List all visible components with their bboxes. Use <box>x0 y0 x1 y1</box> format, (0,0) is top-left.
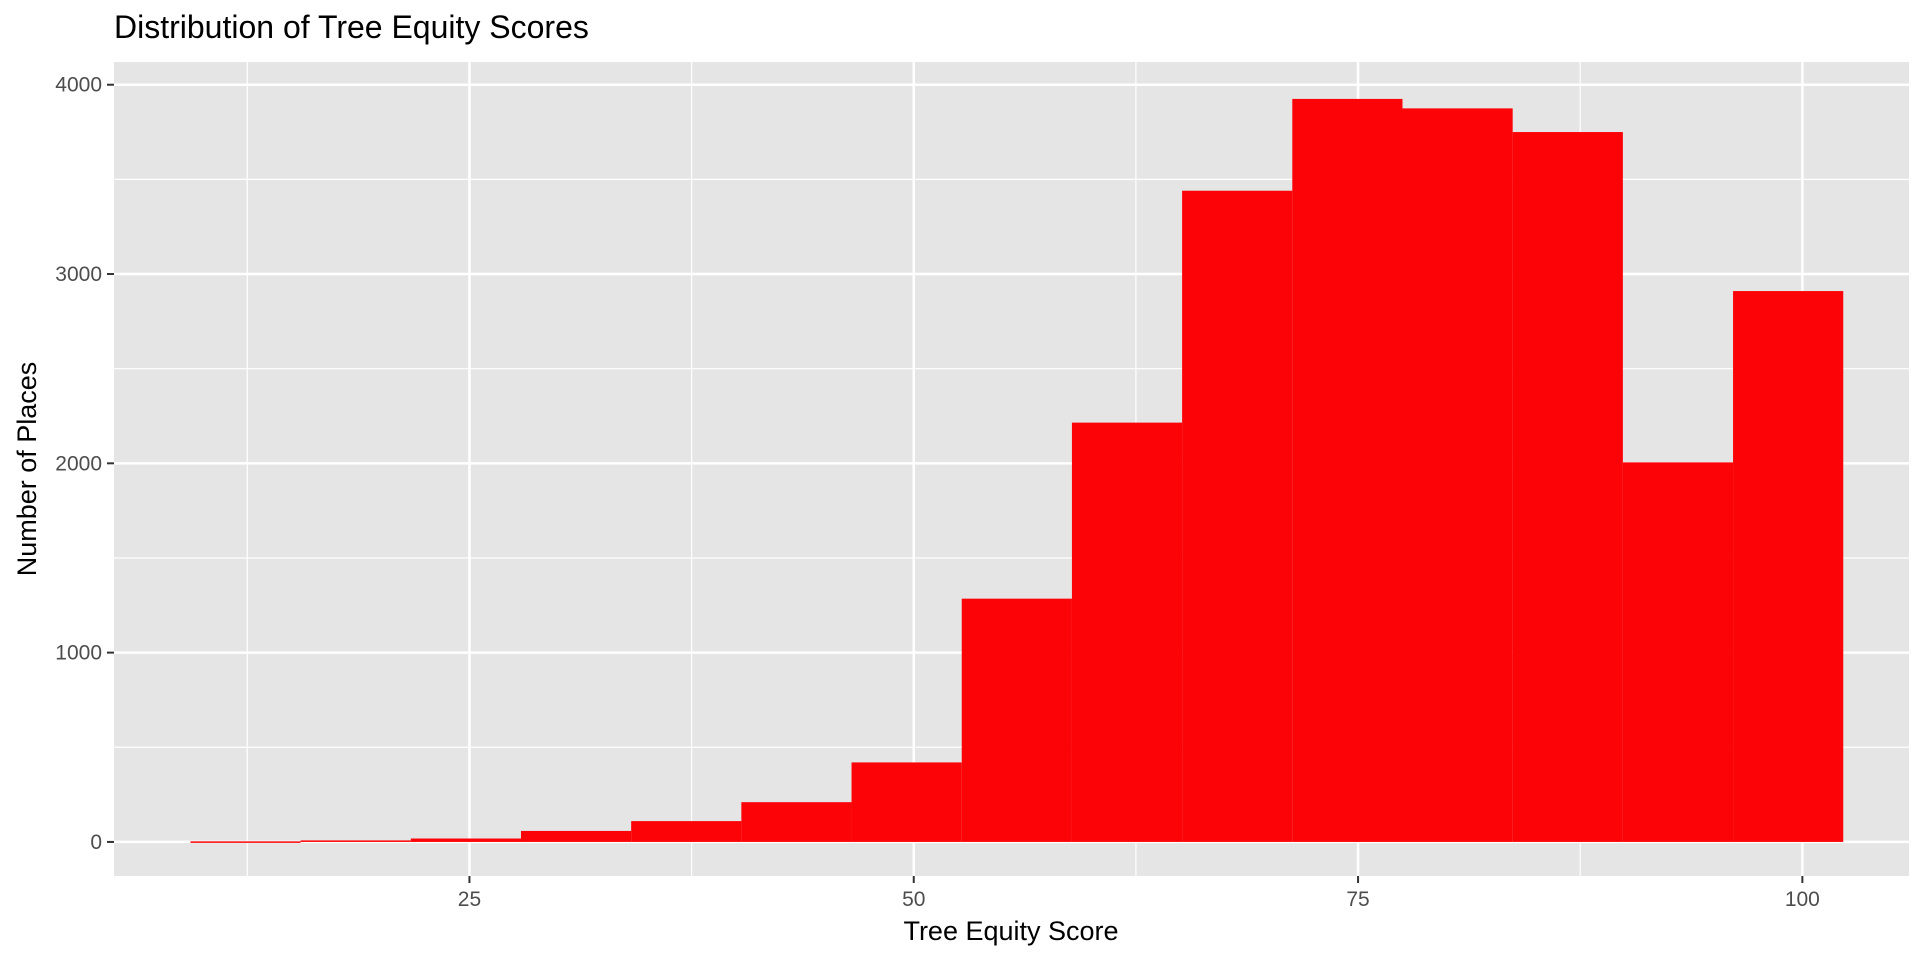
y-tick-label: 3000 <box>55 263 102 286</box>
y-tick-label: 1000 <box>55 642 102 665</box>
x-tick-label: 100 <box>1785 888 1820 911</box>
histogram-bar <box>1292 98 1403 842</box>
y-tick-label: 0 <box>90 831 102 854</box>
histogram-bar <box>190 841 301 843</box>
histogram-bar <box>1622 462 1734 842</box>
y-axis-ticks: 0 1000 2000 3000 4000 <box>55 74 114 854</box>
x-tick-label: 50 <box>902 888 925 911</box>
y-tick-label: 4000 <box>55 74 102 97</box>
histogram-bar <box>1402 108 1513 842</box>
chart-title: Distribution of Tree Equity Scores <box>114 9 589 45</box>
x-tick-label: 75 <box>1346 888 1369 911</box>
x-axis-ticks: 25 50 75 100 <box>458 876 1820 911</box>
x-axis-title: Tree Equity Score <box>903 916 1118 946</box>
y-axis-title: Number of Places <box>12 362 42 577</box>
histogram-bar <box>1182 190 1293 842</box>
histogram-bar <box>961 598 1072 842</box>
x-tick-label: 25 <box>458 888 481 911</box>
histogram-bar <box>520 830 632 842</box>
histogram-bar <box>631 821 742 842</box>
histogram-bars <box>190 98 1844 843</box>
histogram-bar <box>741 802 852 842</box>
histogram-bar <box>410 838 521 842</box>
histogram-bar <box>300 840 411 842</box>
histogram-bar <box>1071 422 1183 842</box>
y-tick-label: 2000 <box>55 452 102 475</box>
histogram-bar <box>1733 291 1844 842</box>
histogram-bar <box>851 762 962 842</box>
histogram-bar <box>1512 132 1623 842</box>
